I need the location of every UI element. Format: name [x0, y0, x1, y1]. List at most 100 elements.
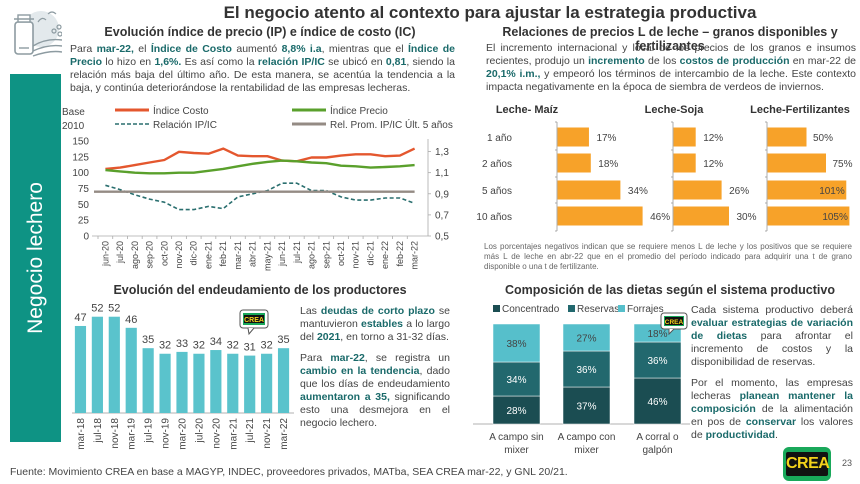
- bar-value-label: 46%: [650, 212, 670, 223]
- bar-segment: [633, 377, 682, 425]
- bar-segment: [492, 395, 541, 425]
- highlighted-text: productividad: [705, 429, 776, 441]
- text-run: Para: [300, 352, 331, 364]
- segment-value-label: 38%: [506, 339, 526, 350]
- bar: [673, 153, 696, 173]
- series-line--ndice-costo: [105, 147, 416, 171]
- bar: [142, 348, 154, 413]
- panel-title: Leche- Maíz: [496, 104, 559, 116]
- category-label-line2: mixer: [574, 445, 599, 456]
- debt-section-title: Evolución del endeudamiento de los produ…: [113, 283, 407, 297]
- crea-speech-badge-icon: CREA: [239, 309, 269, 336]
- highlighted-text: deudas de corto plazo: [320, 305, 435, 317]
- legend-label: Rel. Prom. IP/IC Últ. 5 años: [330, 118, 453, 131]
- highlighted-text: mar-22,: [96, 43, 134, 55]
- bar: [767, 127, 807, 147]
- row-label: 5 años: [482, 186, 512, 197]
- x-tick-label: feb-21: [218, 241, 228, 267]
- bar: [108, 316, 120, 413]
- debt-bar-chart: 47 mar-18 52 jul-18 52 nov-18 46 mar-19 35 jul-19…: [72, 303, 294, 450]
- bar-value-label: 35: [142, 334, 154, 346]
- section-side-band: Negocio lechero: [10, 74, 61, 442]
- bar: [244, 355, 256, 413]
- highlighted-text: costos de producción: [679, 55, 790, 67]
- category-label-line1: A corral o: [636, 432, 679, 443]
- category-label-line1: A campo con: [558, 432, 616, 443]
- index-section-title: Evolución índice de precio (IP) e índice…: [104, 25, 416, 39]
- y-axis-label-line2: 2010: [62, 121, 85, 132]
- bar: [767, 180, 847, 200]
- segment-value-label: 37%: [576, 402, 596, 413]
- highlighted-text: aumentaron a 35,: [300, 391, 390, 403]
- panel-title: Leche-Fertilizantes: [750, 104, 850, 116]
- diet-stacked-bar-chart: Concentrado Reservas Forrajes 28% 34% 38% A ca…: [473, 304, 690, 456]
- bar: [91, 316, 103, 413]
- bar: [210, 350, 222, 413]
- x-tick-label: dic-21: [365, 241, 375, 266]
- bar-value-label: 105%: [822, 212, 848, 223]
- text-run: significando esto una desmejora en el ne…: [300, 391, 450, 429]
- text-run: , en torno a 31-32 días.: [340, 331, 449, 343]
- bar: [673, 127, 696, 147]
- bar-value-label: 33: [176, 338, 188, 350]
- x-tick-label: nov-21: [262, 418, 273, 449]
- debt-section-text: Las deudas de corto plazo se mantuvieron…: [300, 305, 450, 438]
- bar: [125, 327, 137, 413]
- bar-value-label: 12%: [703, 133, 723, 144]
- page-number: 23: [842, 458, 853, 468]
- diet-paragraph-1: Cada sistema productivo deberá evaluar e…: [691, 304, 853, 369]
- text-run: , dado que los días de endeudamiento: [300, 365, 450, 390]
- x-tick-label: jun-20: [100, 241, 110, 267]
- text-run: .: [775, 429, 778, 441]
- y-tick-label: 150: [72, 137, 89, 148]
- bar: [673, 180, 722, 200]
- bar-value-label: 34: [210, 336, 222, 348]
- x-tick-label: nov-20: [174, 241, 184, 269]
- highlighted-text: 2021: [316, 331, 341, 343]
- highlighted-text: 1,6%.: [154, 56, 182, 68]
- series-line--ndice-precio: [105, 159, 415, 175]
- diet-section-text: Cada sistema productivo deberá evaluar e…: [691, 304, 853, 450]
- text-run: , siendo la relación más baja del último…: [70, 56, 455, 94]
- y2-tick-label: 1,3: [435, 147, 449, 158]
- bar-value-label: 52: [91, 303, 103, 315]
- panel-title: Leche-Soja: [645, 104, 705, 116]
- x-tick-label: nov-21: [351, 241, 361, 269]
- x-tick-label: mar-22: [410, 241, 420, 270]
- bar-value-label: 47: [74, 312, 86, 324]
- y-axis-label-line1: Base: [62, 107, 85, 118]
- x-tick-label: jul-21: [245, 418, 256, 444]
- x-tick-label: jul-21: [292, 241, 302, 264]
- price-relations-bar-charts: 1 año 2 años 5 años 10 años Leche- Maíz 17% 18…: [476, 104, 853, 232]
- x-tick-label: ago-21: [307, 241, 317, 269]
- legend-label: Concentrado: [502, 304, 560, 315]
- crea-logo-text: CREA: [786, 452, 830, 476]
- y2-tick-label: 0,7: [435, 210, 449, 221]
- legend-swatch: [568, 305, 575, 312]
- x-tick-label: ene-21: [203, 241, 213, 269]
- text-run: lo hizo en: [102, 56, 155, 68]
- debt-paragraph-2: Para mar-22, se registra un cambio en la…: [300, 352, 450, 430]
- highlighted-text: evaluar estrategias de variación de diet…: [691, 317, 853, 342]
- text-run: se ubicó en: [324, 56, 386, 68]
- segment-value-label: 46%: [647, 397, 667, 408]
- x-tick-label: jun-21: [277, 241, 287, 267]
- category-label-line1: A campo sin: [489, 432, 543, 443]
- bar-value-label: 17%: [596, 133, 616, 144]
- x-tick-label: oct-20: [159, 241, 169, 266]
- segment-value-label: 18%: [647, 329, 667, 340]
- bar: [557, 127, 589, 147]
- text-run: de los: [644, 55, 680, 67]
- text-run: aumentó: [231, 43, 282, 55]
- relations-section-title: Relaciones de precios L de leche – grano…: [502, 25, 838, 53]
- bar-value-label: 32: [227, 340, 239, 352]
- bar-segment: [492, 361, 541, 397]
- text-run: se mantuvieron: [300, 305, 450, 330]
- y-tick-label: 50: [78, 200, 90, 211]
- svg-text:CREA: CREA: [665, 319, 684, 326]
- y-tick-label: 75: [78, 184, 90, 195]
- text-run: para afrontar el incremento de costos y …: [691, 330, 853, 368]
- bar: [159, 353, 171, 413]
- bar: [193, 353, 205, 413]
- bar-value-label: 30%: [737, 212, 757, 223]
